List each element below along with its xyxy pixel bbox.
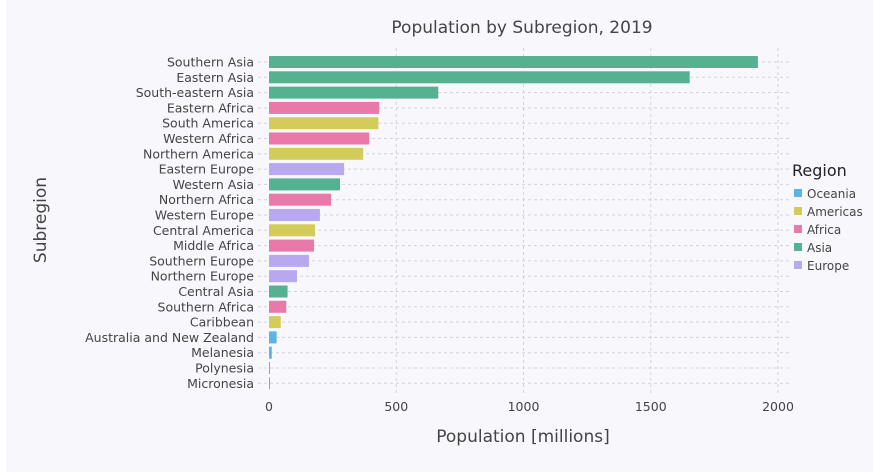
category-label: Southern Asia [167, 55, 254, 70]
category-label: Western Europe [155, 208, 255, 223]
legend-swatch [794, 243, 802, 251]
category-label: Northern Africa [159, 192, 254, 207]
category-label: South America [162, 116, 254, 131]
category-label: South-eastern Asia [136, 85, 254, 100]
bar-eastern-asia[interactable] [269, 71, 690, 84]
category-label: Southern Europe [149, 253, 254, 268]
bar-eastern-africa[interactable] [269, 101, 380, 114]
bar-central-america[interactable] [269, 224, 316, 237]
category-label: Eastern Asia [176, 70, 254, 85]
category-label: Central America [153, 223, 254, 238]
bar-micronesia[interactable] [269, 377, 270, 390]
chart-title: Population by Subregion, 2019 [391, 18, 652, 38]
legend-item-oceania[interactable]: Oceania [794, 187, 856, 201]
bar-western-asia[interactable] [269, 178, 341, 191]
category-label: Northern America [143, 146, 254, 161]
legend-label: Oceania [807, 187, 856, 201]
legend-swatch [794, 225, 802, 233]
bar-eastern-europe[interactable] [269, 163, 345, 176]
category-label: Australia and New Zealand [85, 330, 254, 345]
category-label: Northern Europe [151, 269, 255, 284]
bar-middle-africa[interactable] [269, 239, 315, 252]
legend-label: Asia [807, 241, 832, 255]
bar-central-asia[interactable] [269, 285, 288, 298]
bar-caribbean[interactable] [269, 316, 281, 329]
y-axis-title: Subregion [31, 177, 51, 263]
bar-south-eastern-asia[interactable] [269, 86, 439, 99]
legend-item-asia[interactable]: Asia [794, 241, 832, 255]
bar-south-america[interactable] [269, 117, 379, 130]
bar-western-africa[interactable] [269, 132, 370, 145]
bar-northern-america[interactable] [269, 147, 364, 160]
x-tick-label: 1500 [635, 399, 667, 414]
bar-melanesia[interactable] [269, 346, 272, 359]
bar-northern-africa[interactable] [269, 193, 332, 206]
x-tick-label: 2000 [762, 399, 794, 414]
bar-australia-and-new-zealand[interactable] [269, 331, 277, 344]
category-label: Melanesia [191, 345, 254, 360]
category-label: Middle Africa [173, 238, 254, 253]
x-tick-label: 1000 [508, 399, 540, 414]
category-label: Polynesia [195, 361, 254, 376]
bar-southern-africa[interactable] [269, 300, 287, 313]
bar-western-europe[interactable] [269, 209, 320, 221]
legend-swatch [794, 261, 802, 269]
legend-label: Europe [807, 259, 849, 273]
category-label: Western Asia [173, 177, 254, 192]
x-tick-labels: 0 500 1000 1500 2000 [265, 399, 794, 414]
gridlines [258, 48, 790, 395]
legend-item-americas[interactable]: Americas [794, 205, 863, 219]
x-tick-label: 500 [384, 399, 408, 414]
category-label: Micronesia [187, 376, 254, 391]
bar-northern-europe[interactable] [269, 270, 297, 283]
bar-southern-asia[interactable] [269, 56, 758, 68]
legend-item-africa[interactable]: Africa [794, 223, 841, 237]
legend-label: Africa [807, 223, 841, 237]
x-tick-label: 0 [265, 399, 273, 414]
legend-item-europe[interactable]: Europe [794, 259, 849, 273]
category-label: Central Asia [178, 284, 254, 299]
category-label: Western Africa [163, 131, 254, 146]
category-label: Southern Africa [158, 299, 254, 314]
x-axis-title: Population [millions] [436, 427, 609, 447]
category-label: Caribbean [190, 315, 254, 330]
legend-swatch [794, 207, 802, 215]
legend-swatch [794, 189, 802, 197]
bars [269, 56, 758, 390]
category-label: Eastern Europe [159, 162, 255, 177]
bar-southern-europe[interactable] [269, 254, 309, 267]
legend-label: Americas [807, 205, 863, 219]
category-label: Eastern Africa [167, 100, 254, 115]
legend-title: Region [792, 161, 847, 180]
legend: Region Oceania Americas Africa Asia Europe [792, 161, 863, 273]
bar-polynesia[interactable] [269, 362, 270, 374]
